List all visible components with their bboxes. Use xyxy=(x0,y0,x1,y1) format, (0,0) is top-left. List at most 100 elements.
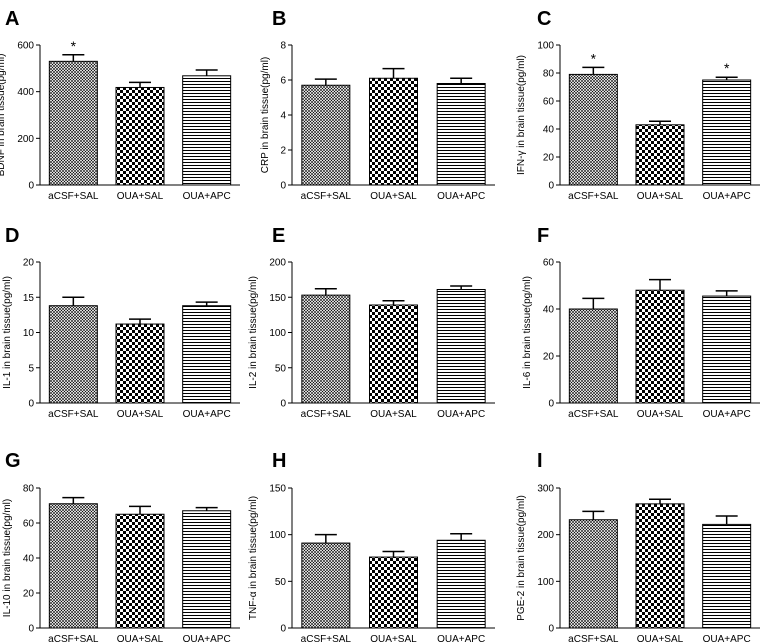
y-tick-label: 50 xyxy=(275,577,287,588)
x-tick-label: aCSF+SAL xyxy=(568,634,619,643)
x-tick-label: aCSF+SAL xyxy=(48,409,99,420)
y-tick-label: 200 xyxy=(17,134,34,145)
y-axis-title: TNF-α in brain tissue(pg/ml) xyxy=(248,496,259,620)
bar-oua-apc xyxy=(182,75,232,186)
panel-a: A 0 200 400 600 BDNF in brain tissue(pg/ml) * a… xyxy=(0,8,240,202)
panel-label: G xyxy=(5,450,21,472)
x-tick-label: OUA+SAL xyxy=(117,409,164,420)
y-tick-label: 80 xyxy=(543,69,555,80)
x-tick-label: OUA+SAL xyxy=(637,191,684,202)
panel-e: E 0 50 100 150 200 IL-2 in brain tissue(pg/ml)… xyxy=(248,225,495,420)
panel-label: E xyxy=(272,225,285,247)
panel-g: G 0 20 40 60 80 IL-10 in brain tissue(pg/ml) aC… xyxy=(2,450,240,643)
y-tick-label: 40 xyxy=(23,554,35,565)
y-tick-label: 400 xyxy=(17,87,34,98)
panel-label: H xyxy=(272,450,286,472)
panel-label: I xyxy=(537,450,543,472)
y-axis-title: IL-10 in brain tissue(pg/ml) xyxy=(2,499,13,617)
y-tick-label: 200 xyxy=(269,258,286,269)
y-axis-title: IL-6 in brain tissue(pg/ml) xyxy=(522,276,533,389)
y-tick-label: 0 xyxy=(548,399,554,410)
y-tick-label: 20 xyxy=(23,589,35,600)
x-tick-label: OUA+APC xyxy=(183,191,231,202)
x-tick-label: OUA+APC xyxy=(437,634,485,643)
y-tick-label: 150 xyxy=(269,484,286,495)
y-tick-label: 600 xyxy=(17,41,34,52)
y-tick-label: 20 xyxy=(543,153,555,164)
x-tick-label: aCSF+SAL xyxy=(568,191,619,202)
y-tick-label: 2 xyxy=(280,146,286,157)
panel-label: A xyxy=(5,8,19,30)
y-tick-label: 6 xyxy=(280,76,286,87)
x-tick-label: OUA+SAL xyxy=(637,634,684,643)
x-tick-label: aCSF+SAL xyxy=(48,634,99,643)
y-tick-label: 0 xyxy=(28,399,34,410)
bar-oua-sal xyxy=(115,86,165,186)
x-tick-label: OUA+APC xyxy=(703,409,751,420)
y-axis-title: PGE-2 in brain tissue(pg/ml) xyxy=(516,495,527,621)
panel-label: C xyxy=(537,8,551,30)
x-tick-label: aCSF+SAL xyxy=(301,634,352,643)
bar-acsf-sal xyxy=(301,294,351,404)
panel-b: B 0 2 4 6 8 CRP in brain tissue(pg/ml) aCSF+SAL… xyxy=(260,8,495,202)
y-axis-title: IFN-γ in brain tissue(pg/ml) xyxy=(516,55,527,175)
significance-marker: * xyxy=(724,60,730,76)
bar-acsf-sal xyxy=(568,308,618,404)
x-tick-label: aCSF+SAL xyxy=(301,191,352,202)
bar-oua-sal xyxy=(369,556,418,629)
x-tick-label: OUA+APC xyxy=(183,409,231,420)
y-tick-label: 0 xyxy=(28,181,34,192)
panel-f: F 0 20 40 60 IL-6 in brain tissue(pg/ml) aCSF+… xyxy=(522,225,760,420)
bar-oua-sal xyxy=(115,323,165,404)
bar-acsf-sal xyxy=(301,542,351,629)
panel-label: D xyxy=(5,225,19,247)
bar-acsf-sal xyxy=(48,60,98,186)
bar-oua-apc xyxy=(436,83,486,186)
x-tick-label: OUA+APC xyxy=(703,191,751,202)
x-tick-label: OUA+SAL xyxy=(370,191,417,202)
bar-oua-apc xyxy=(702,295,752,404)
y-tick-label: 60 xyxy=(543,258,555,269)
panel-label: F xyxy=(537,225,549,247)
y-tick-label: 20 xyxy=(23,258,35,269)
y-tick-label: 50 xyxy=(275,363,287,374)
bar-oua-sal xyxy=(369,77,418,186)
bar-oua-apc xyxy=(182,510,232,629)
bar-oua-sal xyxy=(635,503,685,629)
y-tick-label: 60 xyxy=(543,97,555,108)
x-tick-label: OUA+APC xyxy=(437,409,485,420)
y-axis-title: BDNF in brain tissue(pg/ml) xyxy=(0,54,7,177)
bar-oua-sal xyxy=(115,513,165,629)
x-tick-label: aCSF+SAL xyxy=(301,409,352,420)
y-tick-label: 200 xyxy=(537,530,554,541)
bar-oua-apc xyxy=(436,288,486,404)
x-tick-label: OUA+SAL xyxy=(117,634,164,643)
y-tick-label: 150 xyxy=(269,293,286,304)
y-tick-label: 10 xyxy=(23,328,35,339)
y-tick-label: 20 xyxy=(543,352,555,363)
y-tick-label: 0 xyxy=(548,624,554,635)
x-tick-label: OUA+SAL xyxy=(370,634,417,643)
significance-marker: * xyxy=(71,38,77,54)
y-tick-label: 0 xyxy=(280,181,286,192)
panel-c: C 0 20 40 60 80 100 IFN-γ in brain tissue(pg/ml… xyxy=(516,8,760,202)
panel-i: I 0 100 200 300 PGE-2 in brain tissue(pg/ml) a… xyxy=(516,450,760,643)
y-tick-label: 40 xyxy=(543,305,555,316)
y-tick-label: 0 xyxy=(28,624,34,635)
panel-d: D 0 5 10 15 20 IL-1 in brain tissue(pg/ml) aCSF… xyxy=(2,225,240,420)
significance-marker: * xyxy=(591,50,597,66)
y-tick-label: 8 xyxy=(280,41,286,52)
y-tick-label: 5 xyxy=(28,363,34,374)
bar-oua-apc xyxy=(702,79,752,186)
bar-oua-apc xyxy=(182,305,232,404)
bar-acsf-sal xyxy=(48,305,98,404)
x-tick-label: OUA+APC xyxy=(703,634,751,643)
y-tick-label: 40 xyxy=(543,125,555,136)
x-tick-label: aCSF+SAL xyxy=(48,191,99,202)
x-tick-label: OUA+APC xyxy=(183,634,231,643)
bar-acsf-sal xyxy=(301,84,351,186)
bar-oua-sal xyxy=(635,124,685,186)
y-tick-label: 0 xyxy=(280,399,286,410)
bar-oua-sal xyxy=(369,304,418,404)
